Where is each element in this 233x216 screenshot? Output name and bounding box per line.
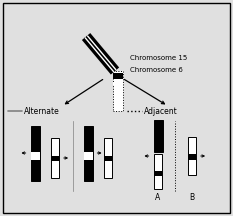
Text: A: A xyxy=(155,194,161,203)
Text: Chromosome 15: Chromosome 15 xyxy=(130,55,187,61)
Bar xyxy=(188,154,196,160)
Bar xyxy=(104,156,112,161)
Bar xyxy=(154,120,162,152)
Bar xyxy=(113,82,123,85)
Bar xyxy=(188,137,196,175)
Text: Chromosome 6: Chromosome 6 xyxy=(130,67,183,73)
Bar xyxy=(113,71,123,111)
Bar xyxy=(154,154,162,189)
Bar xyxy=(154,171,162,176)
Bar xyxy=(31,152,40,160)
Bar xyxy=(83,152,93,160)
Bar xyxy=(31,125,40,181)
Text: Adjacent: Adjacent xyxy=(144,106,178,116)
Bar xyxy=(51,156,59,161)
Bar xyxy=(83,125,93,181)
Bar xyxy=(51,138,59,178)
Text: Alternate: Alternate xyxy=(24,106,60,116)
Text: B: B xyxy=(189,194,195,203)
Bar xyxy=(113,73,123,79)
Bar xyxy=(104,138,112,178)
